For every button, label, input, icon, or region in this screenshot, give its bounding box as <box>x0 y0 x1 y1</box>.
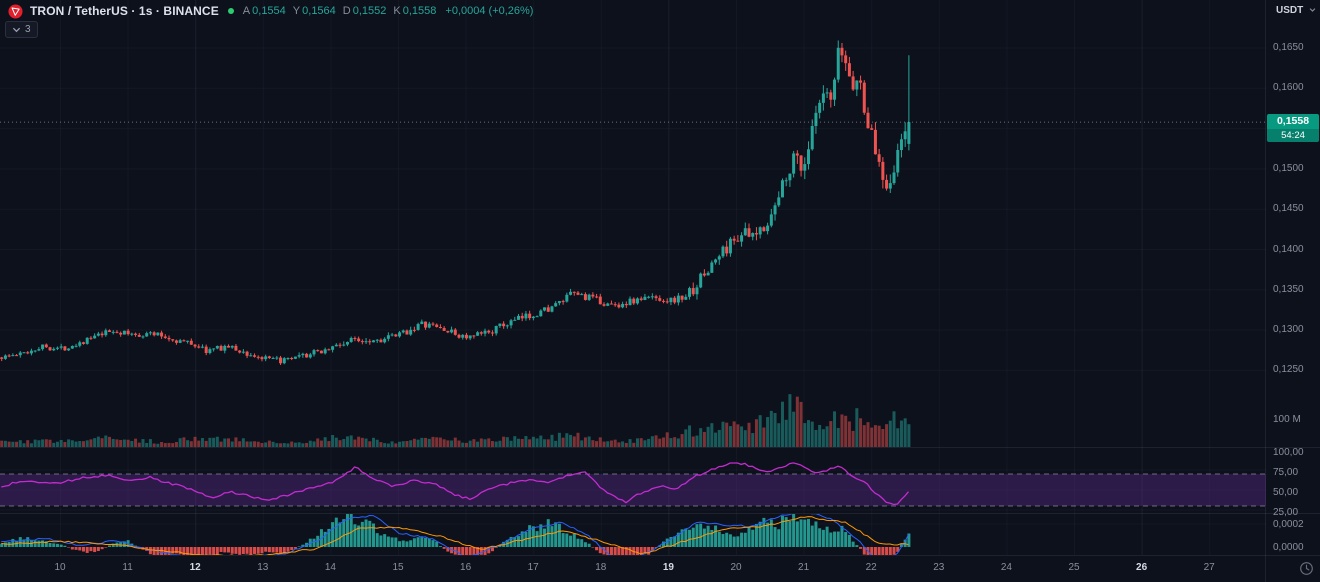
price-axis[interactable]: USDT 0,16500,16000,15500,15000,14500,140… <box>1266 0 1320 556</box>
time-tick-label: 24 <box>1000 562 1012 573</box>
open-value: 0,1554 <box>252 5 286 17</box>
macd-tick-label: 0,0002 <box>1273 519 1304 530</box>
indicators-collapse-button[interactable]: 3 <box>5 21 38 38</box>
macd-tick-label: 0,0000 <box>1273 542 1304 553</box>
high-value: 0,1564 <box>302 5 336 17</box>
time-tick-label: 18 <box>595 562 607 573</box>
indicators-count: 3 <box>25 24 31 35</box>
time-tick-label: 26 <box>1136 562 1148 573</box>
change-value: +0,0004 (+0,26%) <box>445 5 534 17</box>
close-value: 0,1558 <box>402 5 437 17</box>
time-tick-label: 27 <box>1203 562 1215 573</box>
time-tick-label: 12 <box>189 562 201 573</box>
time-tick-label: 10 <box>54 562 66 573</box>
time-tick-label: 20 <box>730 562 742 573</box>
price-tick-label: 0,1650 <box>1273 42 1304 53</box>
symbol-info-bar: TRON / TetherUS · 1s · BINANCE A 0,1554 Y… <box>8 3 533 19</box>
time-tick-label: 23 <box>933 562 945 573</box>
open-label: A <box>242 5 251 17</box>
volume-tick-label: 100 M <box>1273 414 1301 425</box>
time-tick-label: 16 <box>460 562 472 573</box>
price-tick-label: 0,1350 <box>1273 283 1304 295</box>
time-tick-label: 21 <box>798 562 810 573</box>
rsi-tick-label: 100,00 <box>1273 447 1304 458</box>
price-tick-label: 0,1300 <box>1273 324 1304 336</box>
timezone-clock-icon[interactable] <box>1299 561 1314 576</box>
price-tick-label: 0,1450 <box>1273 203 1304 215</box>
current-price-badge: 0,1558 54:24 <box>1267 114 1319 143</box>
price-tick-label: 0,1400 <box>1273 243 1304 255</box>
time-tick-label: 17 <box>527 562 539 573</box>
high-label: Y <box>292 5 301 17</box>
current-price-value: 0,1558 <box>1276 115 1310 128</box>
time-tick-label: 19 <box>662 562 674 573</box>
price-tick-label: 0,1250 <box>1273 364 1304 376</box>
bar-close-countdown: 54:24 <box>1267 129 1319 143</box>
chevron-down-icon <box>12 27 21 32</box>
time-tick-label: 15 <box>392 562 404 573</box>
rsi-tick-label: 75,00 <box>1273 467 1299 478</box>
time-axis[interactable]: 10 11 12 13 14 15 16 17 18 19 20 21 22 23 24 25 26 27 <box>0 556 1320 582</box>
low-label: D <box>342 5 351 17</box>
price-tick-label: 0,1600 <box>1273 82 1304 94</box>
low-value: 0,1552 <box>352 5 387 17</box>
time-tick-label: 25 <box>1068 562 1080 573</box>
chevron-down-icon <box>1309 8 1316 12</box>
currency-label: USDT <box>1276 4 1304 16</box>
rsi-tick-label: 50,00 <box>1273 487 1299 498</box>
close-label: K <box>393 5 401 17</box>
symbol-title[interactable]: TRON / TetherUS · 1s · BINANCE <box>30 4 219 18</box>
time-tick-label: 22 <box>865 562 877 573</box>
time-tick-label: 14 <box>324 562 336 573</box>
tron-logo-icon[interactable] <box>8 3 23 19</box>
price-tick-label: 0,1500 <box>1273 162 1304 174</box>
time-tick-label: 11 <box>122 562 133 573</box>
time-tick-label: 13 <box>257 562 269 573</box>
currency-button[interactable]: USDT <box>1266 2 1320 18</box>
rsi-tick-label: 25,00 <box>1273 507 1299 518</box>
market-status-dot[interactable] <box>227 8 234 14</box>
